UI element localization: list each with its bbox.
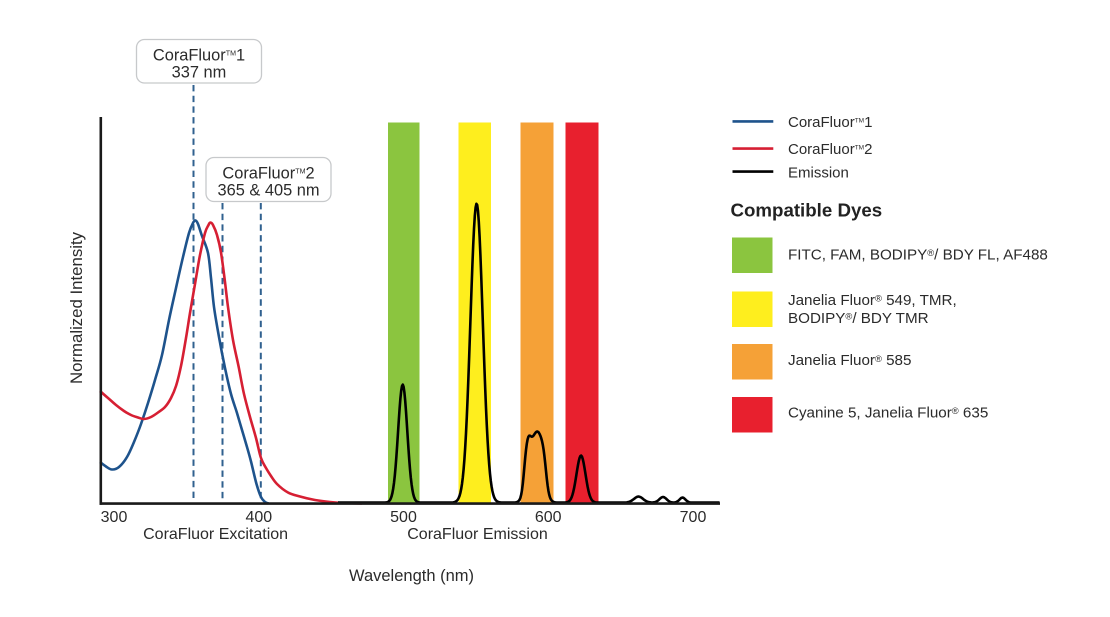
svg-text:CoraFluorTM2: CoraFluorTM2 [222,165,314,183]
svg-text:337 nm: 337 nm [172,64,227,82]
svg-text:365 & 405 nm: 365 & 405 nm [217,182,319,200]
svg-text:CoraFluorTM1: CoraFluorTM1 [788,114,872,131]
svg-text:CoraFluorTM1: CoraFluorTM1 [153,47,245,65]
svg-text:500: 500 [390,509,417,526]
svg-text:Normalized Intensity: Normalized Intensity [67,231,86,384]
svg-text:700: 700 [680,509,707,526]
svg-text:Janelia Fluor® 549, TMR,: Janelia Fluor® 549, TMR, [788,292,957,309]
svg-text:Cyanine 5, Janelia Fluor® 635: Cyanine 5, Janelia Fluor® 635 [788,404,988,421]
svg-text:Compatible Dyes: Compatible Dyes [731,200,883,221]
svg-text:Janelia Fluor® 585: Janelia Fluor® 585 [788,352,911,369]
svg-text:BODIPY®/ BDY TMR: BODIPY®/ BDY TMR [788,310,929,327]
svg-text:Wavelength (nm): Wavelength (nm) [349,567,474,585]
svg-text:CoraFluor Emission: CoraFluor Emission [407,526,547,543]
svg-text:FITC, FAM, BODIPY®/ BDY FL, AF: FITC, FAM, BODIPY®/ BDY FL, AF488 [788,247,1048,264]
svg-text:300: 300 [101,509,128,526]
svg-text:400: 400 [245,509,272,526]
svg-text:CoraFluorTM2: CoraFluorTM2 [788,141,872,158]
svg-text:Emission: Emission [788,164,849,181]
svg-text:600: 600 [535,509,562,526]
svg-text:CoraFluor Excitation: CoraFluor Excitation [143,526,288,543]
